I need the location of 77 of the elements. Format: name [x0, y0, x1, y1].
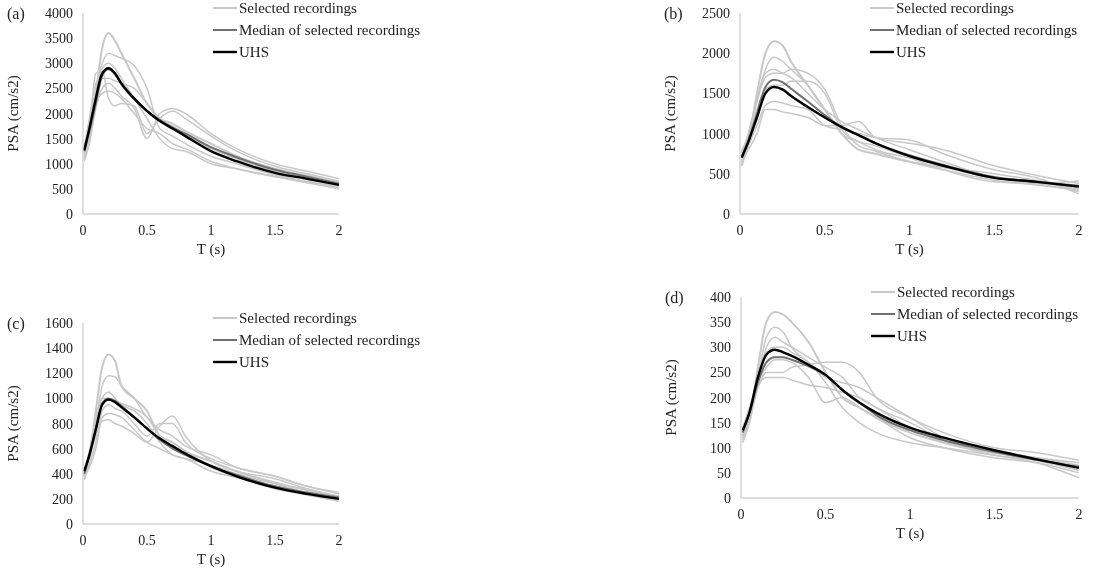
- x-tick-label: 1.5: [266, 533, 284, 548]
- legend-label: UHS: [897, 328, 928, 344]
- legend-label: UHS: [239, 354, 270, 370]
- chart-title: (d): [665, 289, 684, 307]
- y-tick-label: 2500: [45, 81, 73, 97]
- y-tick-label: 2000: [702, 46, 730, 62]
- y-axis-title: PSA (cm/s2): [5, 75, 22, 152]
- legend-label: Median of selected recordings: [896, 22, 1078, 38]
- chart-title: (b): [664, 5, 683, 23]
- y-tick-label: 1500: [702, 86, 730, 102]
- y-tick-label: 0: [724, 491, 731, 506]
- x-tick-label: 1.5: [985, 223, 1003, 238]
- y-tick-label: 1000: [702, 126, 730, 142]
- y-axis-title: PSA (cm/s2): [663, 359, 680, 436]
- x-tick-label: 2: [335, 533, 343, 548]
- x-tick-label: 0: [79, 223, 87, 238]
- legend-label: Selected recordings: [239, 310, 358, 326]
- x-tick-label: 1: [906, 223, 913, 238]
- x-axis-title: T (s): [895, 241, 924, 258]
- chart-title: (c): [7, 315, 25, 333]
- y-tick-label: 150: [710, 415, 731, 431]
- y-tick-label: 0: [66, 207, 73, 222]
- x-tick-label: 0: [79, 533, 87, 548]
- x-tick-label: 0.5: [138, 223, 156, 238]
- x-tick-label: 1.5: [266, 223, 284, 238]
- y-tick-label: 200: [52, 491, 73, 507]
- y-tick-label: 4000: [45, 6, 73, 21]
- y-tick-label: 1000: [45, 156, 73, 172]
- y-axis-title: PSA (cm/s2): [5, 385, 22, 462]
- x-tick-label: 1.5: [985, 507, 1004, 522]
- y-tick-label: 0: [66, 517, 73, 532]
- y-tick-label: 1200: [45, 366, 73, 382]
- y-tick-label: 600: [52, 441, 73, 457]
- legend-label: UHS: [239, 44, 270, 60]
- x-axis-title: T (s): [196, 241, 226, 258]
- x-tick-label: 0.5: [816, 507, 835, 522]
- y-tick-label: 3500: [45, 31, 73, 47]
- chart-title: (a): [7, 5, 25, 23]
- legend-label: Median of selected recordings: [239, 22, 421, 38]
- legend-label: UHS: [896, 44, 927, 60]
- x-tick-label: 2: [1075, 507, 1083, 522]
- x-tick-label: 0.5: [816, 223, 834, 238]
- legend-label: Selected recordings: [896, 0, 1015, 16]
- y-tick-label: 1000: [45, 391, 73, 407]
- y-tick-label: 500: [52, 181, 73, 197]
- y-tick-label: 1600: [45, 316, 73, 331]
- x-tick-label: 0.5: [138, 533, 156, 548]
- x-tick-label: 1: [207, 533, 215, 548]
- legend-label: Selected recordings: [897, 284, 1016, 300]
- legend-label: Median of selected recordings: [239, 332, 421, 348]
- y-tick-label: 0: [723, 207, 730, 222]
- y-tick-label: 300: [710, 340, 731, 356]
- y-tick-label: 3000: [45, 56, 73, 72]
- x-axis-title: T (s): [895, 525, 925, 542]
- y-tick-label: 400: [52, 466, 73, 482]
- x-tick-label: 0: [737, 507, 745, 522]
- x-tick-label: 1: [207, 223, 215, 238]
- x-tick-label: 2: [335, 223, 343, 238]
- y-tick-label: 50: [717, 465, 731, 481]
- y-tick-label: 800: [52, 416, 73, 432]
- y-axis-title: PSA (cm/s2): [662, 75, 679, 152]
- legend-label: Median of selected recordings: [897, 306, 1079, 322]
- y-tick-label: 350: [710, 315, 731, 331]
- y-tick-label: 200: [710, 390, 731, 406]
- y-tick-label: 1500: [45, 131, 73, 147]
- legend-label: Selected recordings: [239, 0, 358, 16]
- x-tick-label: 2: [1075, 223, 1083, 238]
- x-tick-label: 0: [736, 223, 744, 238]
- y-tick-label: 250: [710, 365, 731, 381]
- y-tick-label: 500: [709, 166, 730, 182]
- y-tick-label: 2500: [702, 6, 730, 21]
- x-tick-label: 1: [906, 507, 914, 522]
- y-tick-label: 100: [710, 440, 731, 456]
- x-axis-title: T (s): [196, 551, 226, 568]
- y-tick-label: 1400: [45, 341, 73, 357]
- y-tick-label: 400: [710, 290, 731, 305]
- y-tick-label: 2000: [45, 106, 73, 122]
